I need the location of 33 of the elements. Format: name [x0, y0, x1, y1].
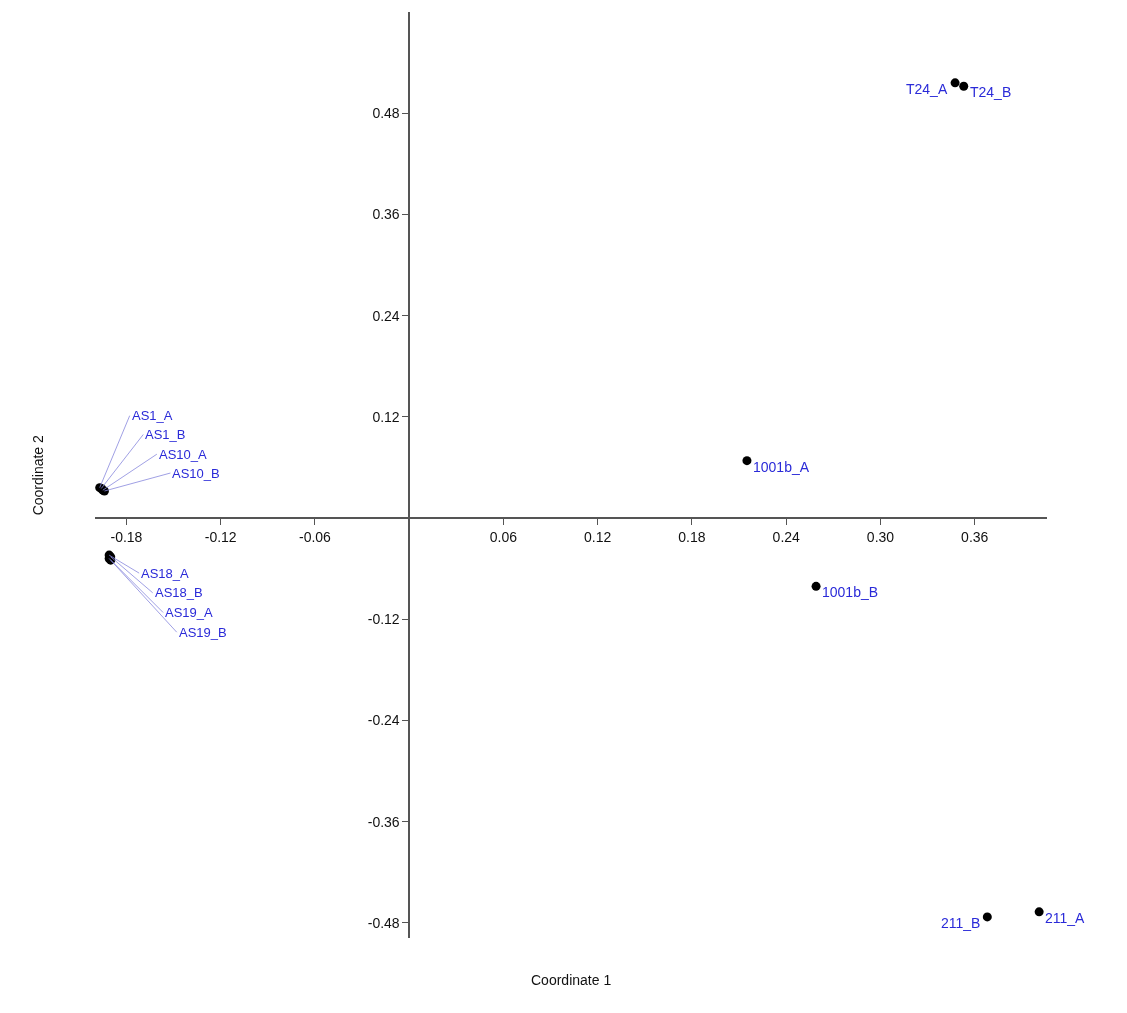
y-tick-label: -0.48 [367, 914, 400, 931]
x-tick-label: -0.18 [110, 528, 143, 545]
annotation: T24_A [906, 81, 948, 97]
y-tick-label: -0.12 [367, 611, 400, 628]
y-tick-label: -0.24 [367, 712, 400, 729]
annotation: 1001b_B [822, 584, 879, 600]
x-tick-label: 0.30 [866, 528, 895, 545]
annotation: 211_A [1045, 910, 1086, 926]
annotation: AS18_B [155, 585, 203, 600]
annotation: AS1_B [145, 427, 186, 442]
annotation: AS19_A [165, 605, 214, 620]
annotation: T24_B [970, 84, 1012, 100]
y-tick-label: 0.12 [372, 408, 400, 425]
x-tick-label: 0.06 [489, 528, 518, 545]
annotation: AS19_B [179, 625, 227, 640]
y-tick-label: 0.36 [372, 206, 400, 223]
x-tick-label: 0.18 [678, 528, 706, 545]
annotation: AS10_A [159, 447, 208, 462]
y-tick-label: -0.36 [367, 813, 400, 830]
y-tick-label: 0.48 [372, 105, 400, 122]
x-tick-label: 0.12 [584, 528, 612, 545]
annotation: AS18_A [141, 566, 190, 581]
annotation: AS10_B [172, 466, 220, 481]
x-tick-label: 0.36 [961, 528, 989, 545]
annotation: AS1_A [132, 408, 173, 423]
y-tick-label: 0.24 [372, 307, 400, 324]
x-tick-label: -0.06 [298, 528, 332, 545]
annotation: 1001b_A [753, 459, 810, 475]
x-tick-label: -0.12 [204, 528, 237, 545]
x-axis-title: Coordinate 1 [531, 972, 612, 988]
y-axis-title: Coordinate 2 [30, 434, 47, 516]
annotation: 211_B [941, 915, 981, 931]
x-tick-label: 0.24 [772, 528, 801, 545]
